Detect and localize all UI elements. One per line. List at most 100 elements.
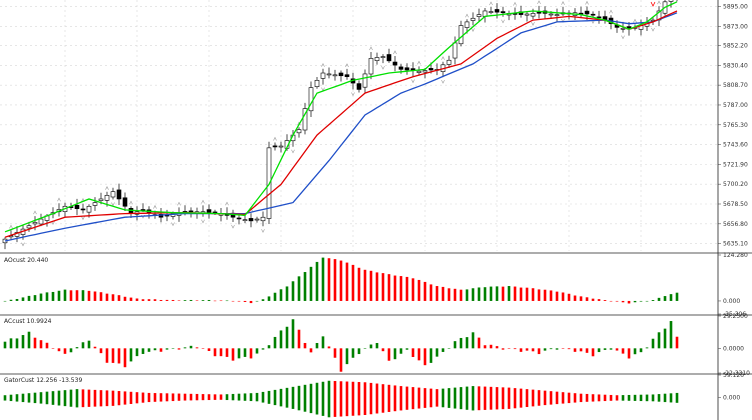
gator-upper-bar <box>453 387 457 398</box>
candle[interactable] <box>470 12 476 32</box>
gator-upper-bar <box>303 384 307 398</box>
candle[interactable] <box>578 6 584 19</box>
candle[interactable] <box>356 80 362 93</box>
candle[interactable] <box>638 19 644 36</box>
gator-upper-bar <box>663 393 667 398</box>
candle[interactable] <box>632 18 638 31</box>
gator-lower-bar <box>219 397 223 400</box>
candle[interactable] <box>482 7 488 23</box>
fractal-up-marker <box>537 0 541 5</box>
candle[interactable] <box>116 183 122 205</box>
candle[interactable] <box>80 197 86 221</box>
candle[interactable] <box>332 69 338 81</box>
candle[interactable] <box>650 17 656 32</box>
gator-upper-bar <box>81 389 85 398</box>
gator-upper-bar <box>267 390 271 398</box>
candle[interactable] <box>584 0 590 20</box>
histogram-bar <box>255 348 259 354</box>
candle[interactable] <box>254 216 260 223</box>
candle[interactable] <box>26 221 32 232</box>
candle[interactable] <box>62 202 68 218</box>
candle[interactable] <box>164 209 170 222</box>
candle[interactable] <box>392 50 398 72</box>
candle[interactable] <box>302 102 308 135</box>
candle[interactable] <box>8 224 14 240</box>
candle[interactable] <box>536 0 542 19</box>
gator-lower-bar <box>567 397 571 404</box>
candle[interactable] <box>374 52 380 65</box>
candle[interactable] <box>524 11 530 22</box>
histogram-bar <box>141 299 145 301</box>
histogram-bar <box>321 336 325 349</box>
candle[interactable] <box>344 63 350 80</box>
candle[interactable] <box>488 1 494 15</box>
candle[interactable] <box>560 1 566 23</box>
candle[interactable] <box>308 81 314 117</box>
candle[interactable] <box>74 198 80 216</box>
candle[interactable] <box>554 8 560 22</box>
candle[interactable] <box>440 56 446 84</box>
candle[interactable] <box>602 10 608 24</box>
gator-upper-bar <box>213 394 217 398</box>
gator-upper-bar <box>147 392 151 398</box>
candle[interactable] <box>362 69 368 93</box>
candle[interactable] <box>675 0 679 2</box>
candle[interactable] <box>446 55 452 69</box>
gator-lower-bar <box>129 397 133 404</box>
histogram-bar <box>243 348 247 357</box>
histogram-bar <box>459 337 463 349</box>
candle[interactable] <box>296 121 302 138</box>
indicator-gator[interactable]: GatorCust 12.256 -13.539 59.126 0.000 <box>3 372 744 418</box>
candle[interactable] <box>2 237 8 250</box>
candle[interactable] <box>596 10 602 24</box>
candle[interactable] <box>224 201 230 220</box>
candle[interactable] <box>476 8 482 22</box>
fractal-down-marker <box>531 22 535 26</box>
candle[interactable] <box>170 211 176 227</box>
histogram <box>3 380 679 418</box>
candle[interactable] <box>512 1 518 20</box>
histogram-bar <box>489 344 493 349</box>
candle[interactable] <box>500 6 506 24</box>
candle[interactable] <box>176 201 182 222</box>
candle[interactable] <box>206 204 212 219</box>
gator-lower-bar <box>627 397 631 401</box>
candle[interactable] <box>608 9 614 30</box>
candle[interactable] <box>620 21 626 40</box>
candle[interactable] <box>218 207 224 222</box>
gator-lower-bar <box>579 397 583 403</box>
candle[interactable] <box>230 209 236 229</box>
indicator-ac[interactable]: ACcust 10.9924 29.2500 0.0000 -22.3310 <box>3 313 750 377</box>
candle[interactable] <box>350 72 356 97</box>
candle[interactable] <box>566 10 572 20</box>
candle[interactable] <box>494 3 500 19</box>
candle[interactable] <box>416 60 422 76</box>
candle[interactable] <box>668 0 674 8</box>
candle[interactable] <box>320 63 326 92</box>
main-price-pane[interactable]: 5895.00 5873.00 5852.20 5830.40 5808.70 5787.… <box>0 0 748 251</box>
candle[interactable] <box>122 192 128 212</box>
candle[interactable] <box>368 46 374 80</box>
candle[interactable] <box>386 48 392 63</box>
candle[interactable] <box>20 225 26 247</box>
candle[interactable] <box>404 63 410 75</box>
candle[interactable] <box>326 67 332 79</box>
candle[interactable] <box>380 54 386 70</box>
candle[interactable] <box>38 213 44 227</box>
candle[interactable] <box>92 197 98 211</box>
candle[interactable] <box>56 197 62 217</box>
candle[interactable] <box>110 187 116 207</box>
indicator-ao[interactable]: AOcust 20.440 124.280 0.000 -35.306 <box>3 252 748 318</box>
candle[interactable] <box>272 136 278 151</box>
candle[interactable] <box>506 10 512 21</box>
candle[interactable] <box>458 20 464 47</box>
candle[interactable] <box>278 141 284 153</box>
candle[interactable] <box>338 70 344 82</box>
histogram-bar <box>189 345 193 349</box>
candle[interactable] <box>146 206 152 219</box>
candle[interactable] <box>314 77 320 89</box>
indicator-axis-label: 0.000 <box>723 395 740 402</box>
candle[interactable] <box>260 211 266 233</box>
